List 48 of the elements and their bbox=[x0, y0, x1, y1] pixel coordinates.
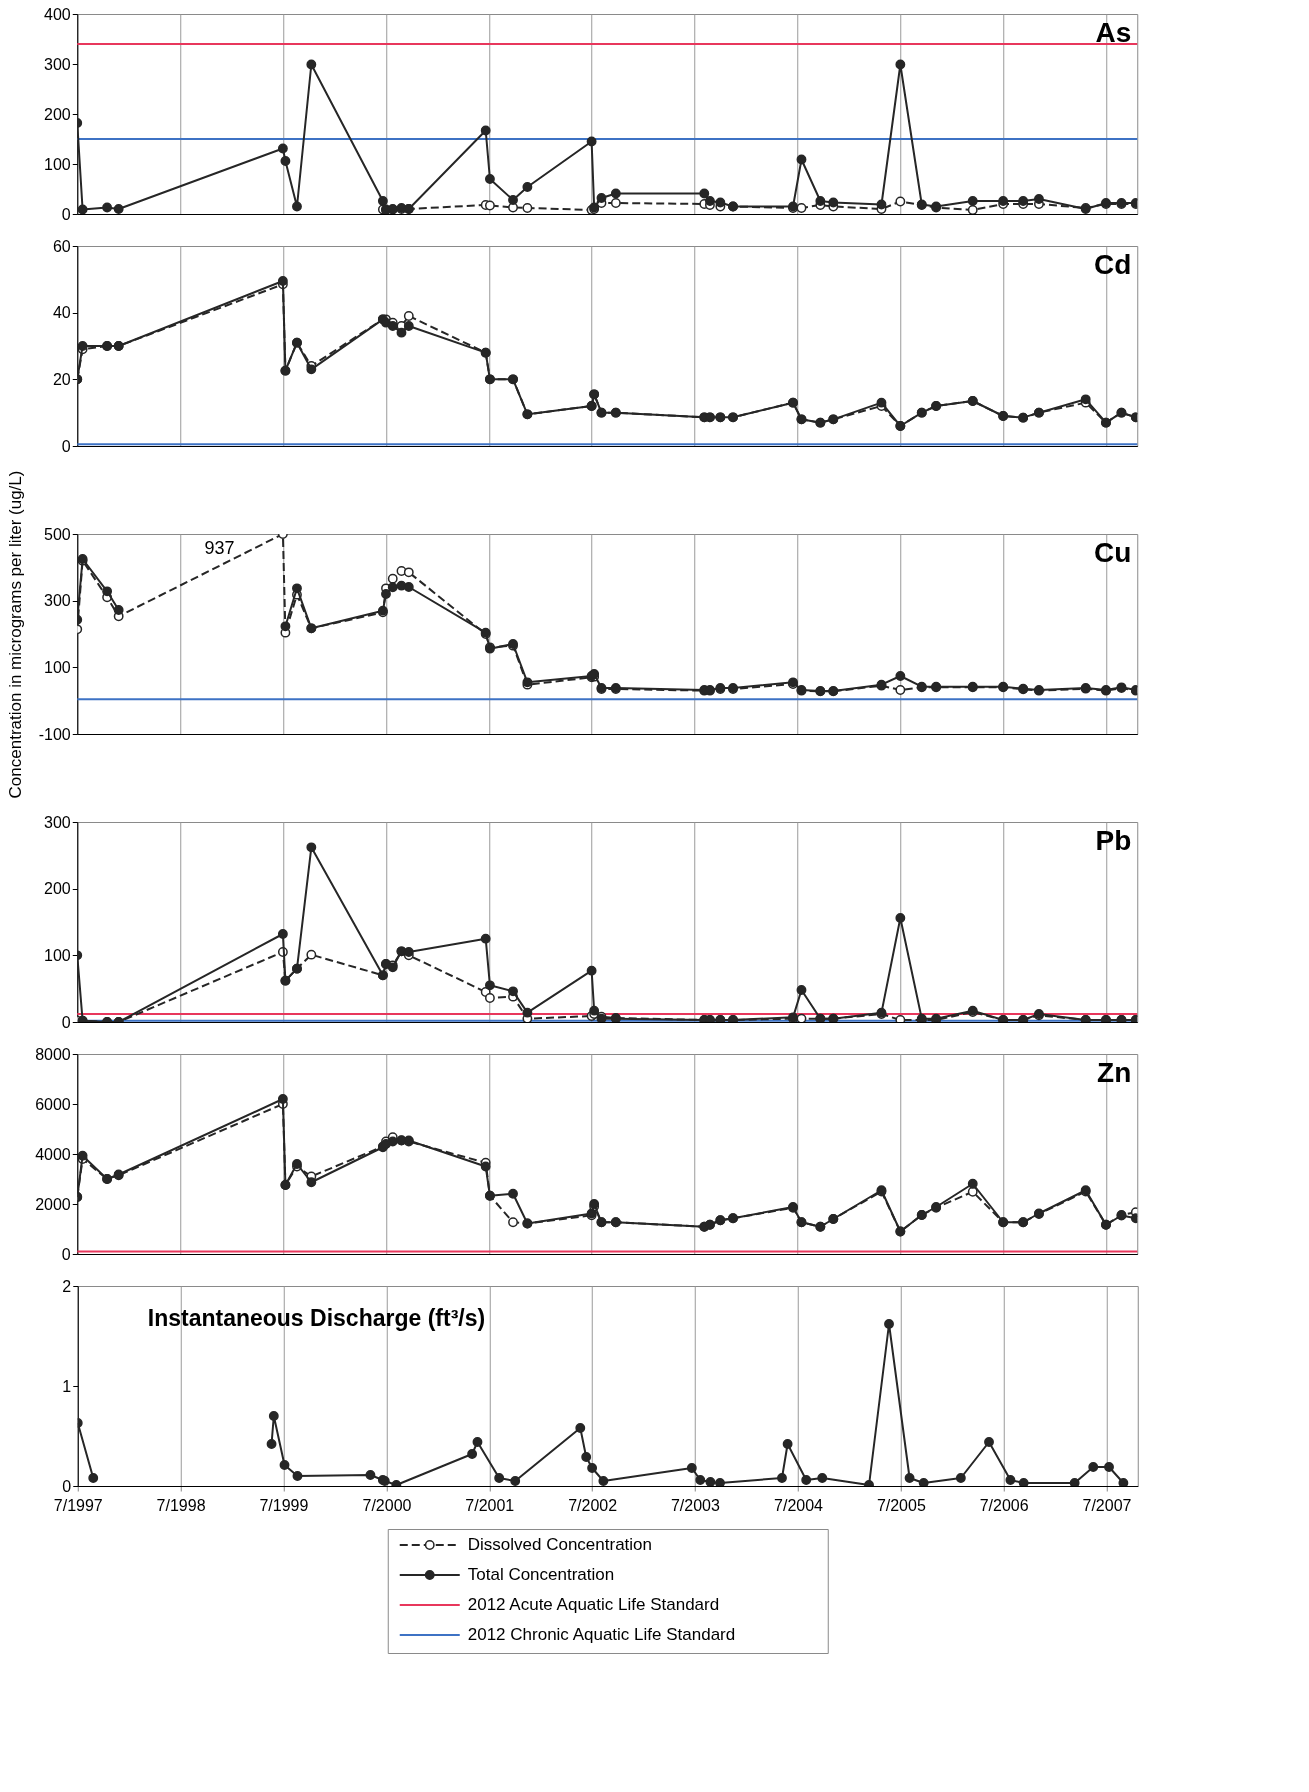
y-tick-label: 8000 bbox=[35, 1045, 71, 1063]
chart-title: Cd bbox=[1093, 249, 1132, 280]
y-tick-label: 40 bbox=[52, 304, 71, 322]
y-tick-label: 100 bbox=[44, 155, 71, 173]
y-tick-label: 2000 bbox=[35, 1195, 71, 1213]
y-axis-title: Concentration in micrograms per liter (ug/L) bbox=[5, 470, 25, 799]
y-tick-label: 500 bbox=[44, 525, 71, 543]
legend-label: Total Concentration bbox=[467, 1565, 615, 1584]
x-tick-label: 7/2001 bbox=[465, 1496, 515, 1514]
legend-label: 2012 Acute Aquatic Life Standard bbox=[467, 1595, 720, 1614]
y-tick-label: 6000 bbox=[35, 1095, 71, 1113]
x-tick-label: 7/2007 bbox=[1082, 1496, 1132, 1514]
y-tick-label: 400 bbox=[44, 5, 71, 23]
y-tick-label: 60 bbox=[52, 237, 71, 255]
chart-title: Pb bbox=[1095, 825, 1132, 856]
y-tick-label: 200 bbox=[44, 880, 71, 898]
y-tick-label: 300 bbox=[44, 813, 71, 831]
x-tick-label: 7/2000 bbox=[362, 1496, 412, 1514]
x-tick-label: 7/2006 bbox=[979, 1496, 1029, 1514]
y-tick-label: 100 bbox=[44, 946, 71, 964]
x-tick-label: 7/2005 bbox=[876, 1496, 926, 1514]
y-tick-label: 0 bbox=[62, 1477, 72, 1495]
y-tick-label: 2 bbox=[62, 1277, 72, 1295]
x-tick-label: 7/2002 bbox=[568, 1496, 618, 1514]
y-tick-label: 1 bbox=[62, 1377, 72, 1395]
y-tick-label: 20 bbox=[52, 370, 71, 388]
y-tick-label: 200 bbox=[44, 105, 71, 123]
y-tick-label: 0 bbox=[61, 437, 71, 455]
chart-title: Cu bbox=[1093, 537, 1132, 568]
x-tick-label: 7/1999 bbox=[259, 1496, 309, 1514]
chart-title: As bbox=[1095, 17, 1132, 48]
annotation: 937 bbox=[204, 538, 235, 558]
text: Instantaneous Discharge (ft³/s) bbox=[147, 1305, 486, 1331]
legend-label: Dissolved Concentration bbox=[467, 1535, 653, 1554]
y-tick-label: -100 bbox=[38, 725, 71, 743]
x-tick-label: 7/2003 bbox=[670, 1496, 720, 1514]
y-tick-label: 100 bbox=[44, 658, 71, 676]
y-tick-label: 0 bbox=[61, 205, 71, 223]
y-tick-label: 4000 bbox=[35, 1145, 71, 1163]
y-tick-label: 0 bbox=[61, 1245, 71, 1263]
y-tick-label: 300 bbox=[44, 55, 71, 73]
legend-label: 2012 Chronic Aquatic Life Standard bbox=[467, 1625, 736, 1644]
x-tick-label: 7/1997 bbox=[53, 1496, 103, 1514]
y-tick-label: 300 bbox=[44, 592, 71, 610]
x-tick-label: 7/1998 bbox=[156, 1496, 206, 1514]
x-tick-label: 7/2004 bbox=[774, 1496, 824, 1514]
y-tick-label: 0 bbox=[61, 1013, 71, 1031]
chart-title: Zn bbox=[1097, 1057, 1132, 1088]
